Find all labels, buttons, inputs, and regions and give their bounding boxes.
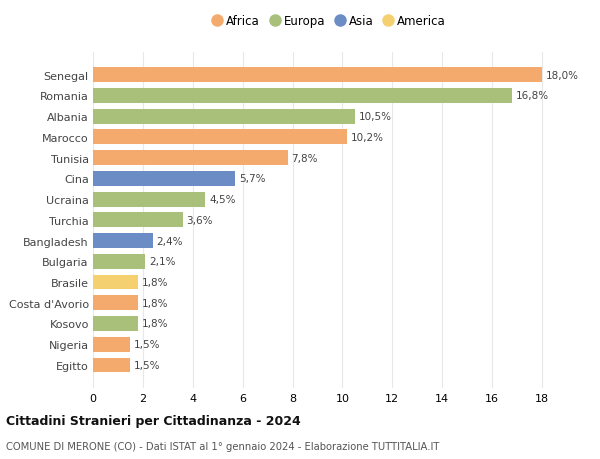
Text: 2,4%: 2,4% [157,236,183,246]
Bar [93,89,512,104]
Text: 5,7%: 5,7% [239,174,265,184]
Text: 1,8%: 1,8% [142,277,168,287]
Text: 1,5%: 1,5% [134,360,161,370]
Text: 1,5%: 1,5% [134,340,161,349]
Legend: Africa, Europa, Asia, America: Africa, Europa, Asia, America [211,12,449,32]
Bar [93,68,542,83]
Bar [93,358,130,373]
Bar [93,213,183,228]
Bar [93,109,355,124]
Text: COMUNE DI MERONE (CO) - Dati ISTAT al 1° gennaio 2024 - Elaborazione TUTTITALIA.: COMUNE DI MERONE (CO) - Dati ISTAT al 1°… [6,441,439,451]
Bar [93,316,138,331]
Text: 2,1%: 2,1% [149,257,176,267]
Bar [93,192,205,207]
Text: 16,8%: 16,8% [516,91,549,101]
Bar [93,151,287,166]
Bar [93,172,235,186]
Text: Cittadini Stranieri per Cittadinanza - 2024: Cittadini Stranieri per Cittadinanza - 2… [6,414,301,428]
Bar [93,296,138,311]
Text: 10,2%: 10,2% [351,133,384,143]
Bar [93,130,347,145]
Bar [93,234,153,248]
Bar [93,337,130,352]
Text: 7,8%: 7,8% [292,153,318,163]
Text: 10,5%: 10,5% [359,112,392,122]
Bar [93,254,145,269]
Text: 4,5%: 4,5% [209,195,236,205]
Text: 3,6%: 3,6% [187,215,213,225]
Text: 18,0%: 18,0% [546,71,579,80]
Text: 1,8%: 1,8% [142,319,168,329]
Bar [93,275,138,290]
Text: 1,8%: 1,8% [142,298,168,308]
